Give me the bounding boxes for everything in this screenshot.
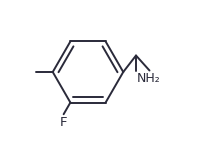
Text: F: F — [60, 116, 67, 129]
Text: NH₂: NH₂ — [137, 72, 160, 85]
